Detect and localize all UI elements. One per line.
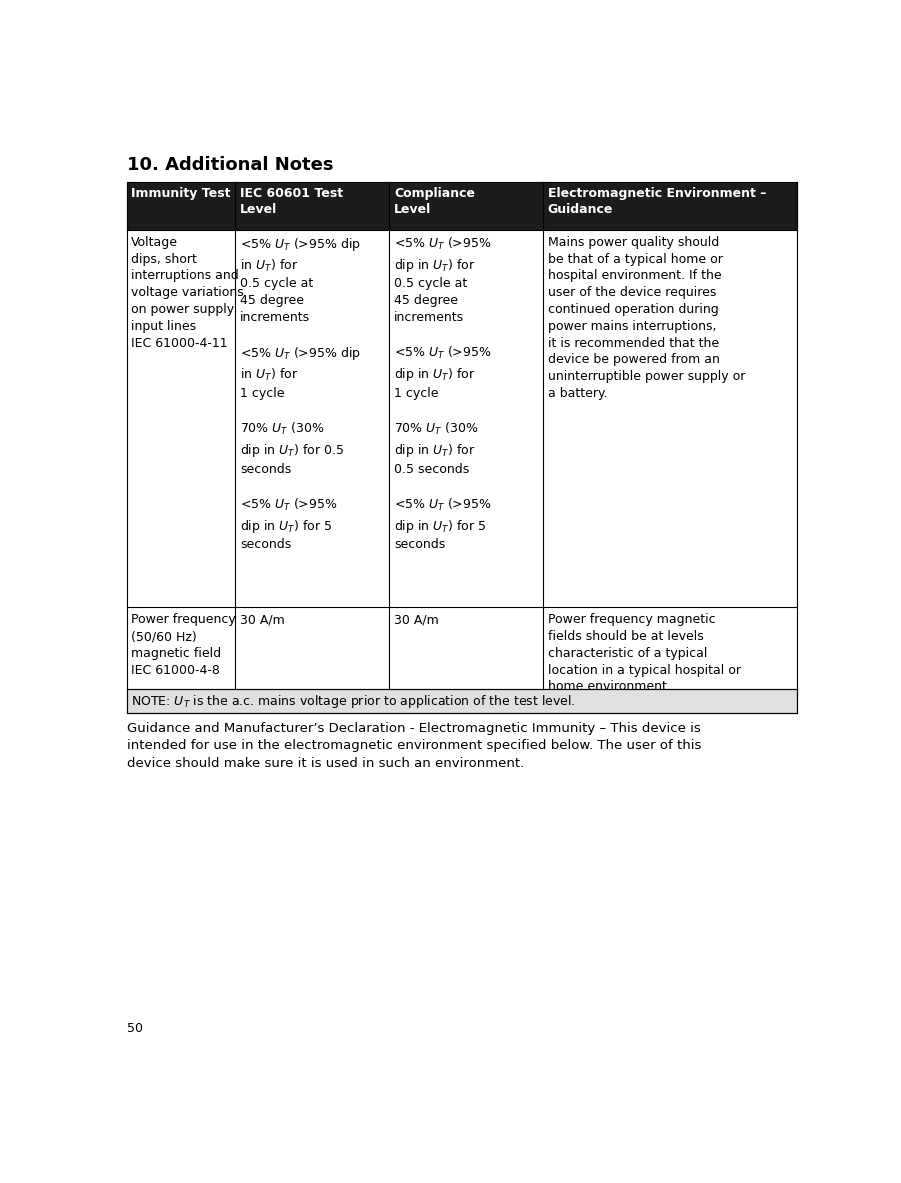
Text: Electromagnetic Environment –
Guidance: Electromagnetic Environment – Guidance	[548, 187, 766, 215]
Bar	[126, 182, 797, 230]
Bar	[126, 607, 797, 690]
Text: Power frequency
(50/60 Hz)
magnetic field
IEC 61000-4-8: Power frequency (50/60 Hz) magnetic fiel…	[132, 613, 236, 677]
Text: Compliance
Level: Compliance Level	[394, 187, 475, 215]
Text: Immunity Test: Immunity Test	[132, 187, 231, 200]
Text: IEC 60601 Test
Level: IEC 60601 Test Level	[240, 187, 343, 215]
Bar	[126, 230, 797, 607]
Text: NOTE: $U_T$ is the a.c. mains voltage prior to application of the test level.: NOTE: $U_T$ is the a.c. mains voltage pr…	[132, 693, 576, 710]
Text: Guidance and Manufacturer’s Declaration - Electromagnetic Immunity – This device: Guidance and Manufacturer’s Declaration …	[126, 722, 701, 770]
Text: <5% $U_T$ (>95%
dip in $U_T$) for
0.5 cycle at
45 degree
increments

<5% $U_T$ (: <5% $U_T$ (>95% dip in $U_T$) for 0.5 cy…	[394, 235, 492, 551]
Text: 30 A/m: 30 A/m	[394, 613, 439, 626]
Text: Voltage
dips, short
interruptions and
voltage variations
on power supply
input l: Voltage dips, short interruptions and vo…	[132, 235, 244, 350]
Bar	[126, 690, 797, 712]
Text: <5% $U_T$ (>95% dip
in $U_T$) for
0.5 cycle at
45 degree
increments

<5% $U_T$ (: <5% $U_T$ (>95% dip in $U_T$) for 0.5 cy…	[240, 235, 360, 551]
Text: Mains power quality should
be that of a typical home or
hospital environment. If: Mains power quality should be that of a …	[548, 235, 745, 400]
Text: 10. Additional Notes: 10. Additional Notes	[126, 156, 333, 174]
Text: Power frequency magnetic
fields should be at levels
characteristic of a typical
: Power frequency magnetic fields should b…	[548, 613, 741, 693]
Text: 30 A/m: 30 A/m	[240, 613, 285, 626]
Text: 50: 50	[126, 1022, 142, 1035]
